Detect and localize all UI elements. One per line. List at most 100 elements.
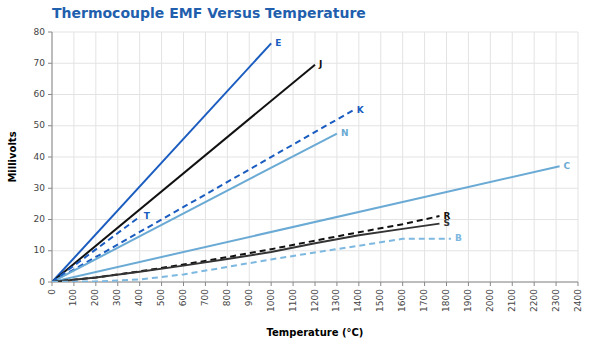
line — [52, 224, 439, 282]
tick-label: 2100 — [507, 289, 517, 312]
axes: 0100200300400500600700800900100011001200… — [34, 27, 583, 312]
line — [52, 239, 451, 282]
grid-line — [52, 282, 578, 283]
line-label: J — [318, 59, 322, 69]
x-axis-line — [52, 282, 578, 283]
tick-label: 2200 — [529, 289, 539, 312]
tick-mark — [48, 94, 52, 95]
line-label: C — [564, 161, 571, 171]
tick-mark — [336, 282, 337, 286]
tick-label: 600 — [178, 289, 188, 306]
tick-label: 1300 — [331, 289, 341, 312]
tick-mark — [73, 282, 74, 286]
tick-mark — [512, 282, 513, 286]
tick-mark — [48, 32, 52, 33]
line-label: B — [455, 233, 462, 243]
chart: 0100200300400500600700800900100011001200… — [0, 0, 600, 342]
grid-line — [52, 125, 578, 126]
tick-mark — [227, 282, 228, 286]
line — [52, 166, 560, 282]
tick-label: 1800 — [441, 289, 451, 312]
tick-label: 1200 — [310, 289, 320, 312]
grid-line — [52, 157, 578, 158]
tick-mark — [402, 282, 403, 286]
tick-mark — [315, 282, 316, 286]
tick-label: 100 — [68, 289, 78, 306]
tick-label: 60 — [34, 89, 46, 99]
grid — [52, 32, 578, 282]
tick-label: 1500 — [375, 289, 385, 312]
tick-label: 0 — [47, 289, 57, 295]
line — [52, 43, 271, 282]
tick-label: 30 — [34, 183, 46, 193]
tick-mark — [139, 282, 140, 286]
grid-line — [52, 32, 53, 282]
tick-label: 500 — [156, 289, 166, 306]
tick-mark — [293, 282, 294, 286]
tick-label: 400 — [134, 289, 144, 306]
tick-label: 1700 — [419, 289, 429, 312]
tick-label: 70 — [34, 58, 46, 68]
tick-label: 1600 — [397, 289, 407, 312]
grid-line — [52, 63, 578, 64]
tick-mark — [578, 282, 579, 286]
title: Thermocouple EMF Versus Temperature — [52, 5, 366, 21]
tick-label: 2300 — [551, 289, 561, 312]
line-label: T — [144, 211, 151, 221]
tick-mark — [48, 188, 52, 189]
tick-mark — [161, 282, 162, 286]
grid-line — [52, 32, 578, 33]
tick-label: 300 — [112, 289, 122, 306]
tick-mark — [48, 125, 52, 126]
grid-line — [52, 219, 578, 220]
line-label: E — [275, 38, 281, 48]
tick-label: 40 — [34, 152, 46, 162]
lines — [52, 43, 560, 282]
tick-label: 1000 — [266, 289, 276, 312]
line — [52, 111, 353, 282]
tick-label: 700 — [200, 289, 210, 306]
tick-label: 20 — [34, 214, 46, 224]
tick-label: 0 — [39, 277, 45, 287]
tick-mark — [205, 282, 206, 286]
line-labels: EJKNTCRSB — [144, 38, 571, 243]
tick-label: 1900 — [463, 289, 473, 312]
tick-mark — [358, 282, 359, 286]
line-label: K — [357, 105, 365, 115]
x-axis-label: Temperature (°C) — [267, 327, 364, 338]
tick-mark — [446, 282, 447, 286]
tick-label: 1100 — [288, 289, 298, 312]
tick-label: 2400 — [573, 289, 583, 312]
line — [52, 65, 315, 282]
tick-mark — [249, 282, 250, 286]
tick-label: 1400 — [353, 289, 363, 312]
tick-mark — [380, 282, 381, 286]
tick-mark — [490, 282, 491, 286]
tick-label: 200 — [90, 289, 100, 306]
tick-label: 50 — [34, 120, 46, 130]
y-axis-label: Millivolts — [7, 131, 18, 182]
grid-line — [52, 250, 578, 251]
tick-mark — [52, 282, 53, 286]
tick-label: 10 — [34, 245, 46, 255]
grid-line — [52, 188, 578, 189]
line — [52, 216, 439, 282]
tick-label: 2000 — [485, 289, 495, 312]
tick-label: 80 — [34, 27, 46, 37]
tick-mark — [424, 282, 425, 286]
tick-mark — [117, 282, 118, 286]
tick-mark — [48, 63, 52, 64]
tick-mark — [534, 282, 535, 286]
tick-mark — [48, 157, 52, 158]
tick-mark — [48, 250, 52, 251]
tick-mark — [48, 219, 52, 220]
tick-label: 900 — [244, 289, 254, 306]
tick-mark — [468, 282, 469, 286]
tick-mark — [48, 282, 52, 283]
tick-mark — [183, 282, 184, 286]
tick-label: 800 — [222, 289, 232, 306]
tick-mark — [556, 282, 557, 286]
tick-mark — [95, 282, 96, 286]
line-label: N — [341, 128, 349, 138]
tick-mark — [271, 282, 272, 286]
